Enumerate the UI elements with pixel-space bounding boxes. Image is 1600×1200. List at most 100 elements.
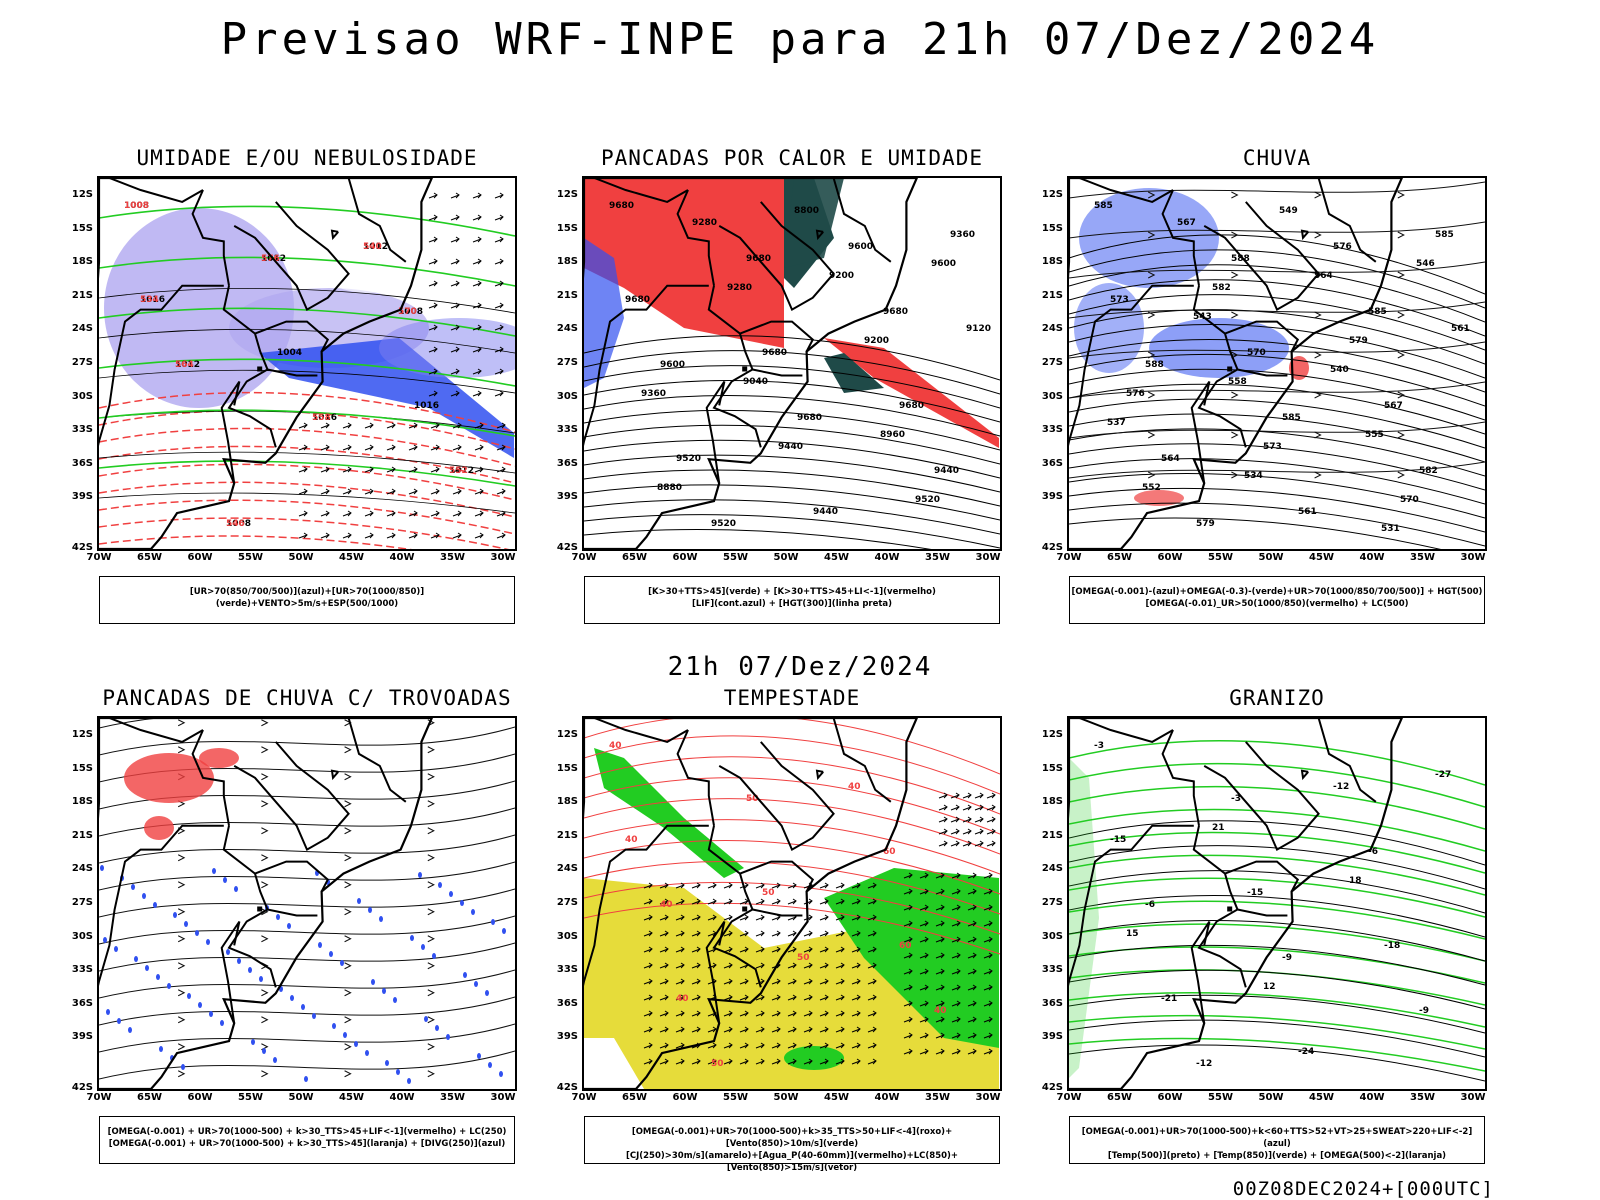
divergence-dot [100, 865, 104, 871]
divergence-dot [134, 956, 138, 962]
country-border [1161, 729, 1200, 826]
streamline-250 [99, 726, 515, 756]
divergence-dot [103, 937, 107, 943]
pressure-contour [99, 451, 515, 474]
latitude-label: 39S [556, 1031, 578, 1043]
country-border [705, 920, 726, 1024]
legend-text: [OMEGA(-0.001) + UR>70(1000-500) + k>30_… [107, 1127, 507, 1137]
latitude-label: 18S [1041, 796, 1063, 808]
svg-text:18: 18 [1349, 876, 1362, 886]
longitude-label: 45W [339, 1092, 364, 1103]
country-border [707, 825, 762, 988]
divergence-dot [301, 1004, 305, 1010]
map-canvas: 1008101210081012101610121008101210161004… [99, 178, 515, 549]
legend-text: [Temp(500)](preto) + [Temp(850)](verde) … [1107, 1151, 1447, 1161]
temp850-contour [1069, 900, 1485, 940]
latitude-label: 39S [556, 491, 578, 503]
divergence-dot [488, 1062, 492, 1068]
latitude-label: 30S [71, 390, 93, 402]
svg-text:549: 549 [1279, 206, 1298, 216]
latitude-label: 21S [556, 289, 578, 301]
longitude-label: 50W [288, 552, 314, 563]
country-border [233, 201, 350, 312]
coastline [99, 178, 433, 549]
streamline-250 [99, 1023, 515, 1053]
hgt500-contour [1069, 383, 1485, 435]
divergence-dot [128, 1027, 132, 1033]
precipitable-water-contour [584, 881, 1000, 935]
svg-text:-21: -21 [1161, 994, 1177, 1004]
divergence-dot [212, 868, 216, 874]
svg-text:50: 50 [711, 1059, 724, 1069]
divergence-dot [237, 958, 241, 964]
longitude-label: 35W [1410, 552, 1435, 563]
longitude-label: 35W [1410, 1092, 1435, 1103]
divergence-dot [198, 1002, 202, 1008]
svg-text:534: 534 [140, 295, 159, 305]
latitude-label: 24S [71, 863, 93, 875]
streamline-250 [99, 942, 515, 972]
svg-text:9600: 9600 [660, 360, 685, 370]
longitude-label: 40W [874, 1092, 900, 1103]
divergence-dot [382, 988, 386, 994]
city-marker [257, 906, 263, 912]
precipitable-water-contour [584, 840, 1000, 895]
svg-text:40: 40 [660, 900, 673, 910]
temp850-contour [1069, 923, 1485, 962]
blue-omega-area [1074, 283, 1144, 373]
red-instability-area [584, 178, 784, 348]
divergence-dot [357, 898, 361, 904]
red-omega-area [1289, 356, 1309, 380]
longitude-label: 65W [622, 552, 647, 563]
divergence-dot [424, 1016, 428, 1022]
svg-text:558: 558 [312, 413, 331, 423]
svg-text:576: 576 [261, 254, 280, 264]
hgt500-contour [1069, 487, 1485, 533]
longitude-label: 70W [86, 1092, 112, 1103]
svg-text:585: 585 [1368, 307, 1387, 317]
hgt300-contour [584, 350, 1000, 395]
svg-text:9680: 9680 [797, 413, 822, 423]
latitude-label: 33S [1041, 424, 1063, 436]
latitude-label: 36S [556, 997, 578, 1009]
latitude-label: 30S [1041, 930, 1063, 942]
svg-text:531: 531 [1381, 524, 1400, 534]
country-border [267, 908, 318, 917]
divergence-dot [167, 983, 171, 989]
hgt500-contour [1069, 249, 1485, 309]
longitude-label: 45W [1309, 1092, 1334, 1103]
longitude-label: 40W [389, 1092, 415, 1103]
longitude-label: 50W [288, 1092, 314, 1103]
svg-text:-3: -3 [1094, 741, 1104, 751]
streamline [1069, 381, 1485, 399]
latitude-label: 24S [71, 323, 93, 335]
green-instability-area [824, 353, 884, 393]
temp850-contour [1069, 992, 1485, 1028]
panel-title: UMIDADE E/OU NEBULOSIDADE [136, 146, 478, 170]
temp850-contour [1069, 831, 1485, 874]
pressure-contour [99, 369, 515, 394]
longitude-label: 40W [874, 552, 900, 563]
pressure-contour [99, 492, 515, 514]
longitude-label: 60W [672, 1092, 698, 1103]
svg-text:40: 40 [848, 782, 861, 792]
streamline-250 [99, 861, 515, 891]
hgt500-contour [1069, 443, 1485, 491]
country-border [718, 741, 835, 852]
main-title: Previsao WRF-INPE para 21h 07/Dez/2024 [220, 14, 1380, 65]
legend-box: [OMEGA(-0.001)+UR>70(1000-500)+k<60+TTS>… [1069, 1116, 1485, 1164]
temp500-contour [1069, 895, 1485, 938]
temp850-contour [1069, 946, 1485, 984]
longitude-label: 50W [773, 552, 799, 563]
thickness-contour [99, 445, 515, 484]
divergence-dot [463, 972, 467, 978]
divergence-dot [290, 995, 294, 1001]
map-frame: 1008 1012 1008 1012 1016 1012 1008 1012 1016 1004… [97, 176, 517, 551]
latitude-label: 24S [1041, 863, 1063, 875]
country-border [1300, 769, 1309, 781]
hgt500-label: 585 588 585 588 585 582 579 576 573 570 567 564 561 5… [1094, 201, 1470, 534]
latitude-label: 15S [1041, 222, 1063, 234]
country-border [1190, 920, 1211, 1024]
divergence-dot [173, 912, 177, 918]
streamline-250 [99, 888, 515, 918]
